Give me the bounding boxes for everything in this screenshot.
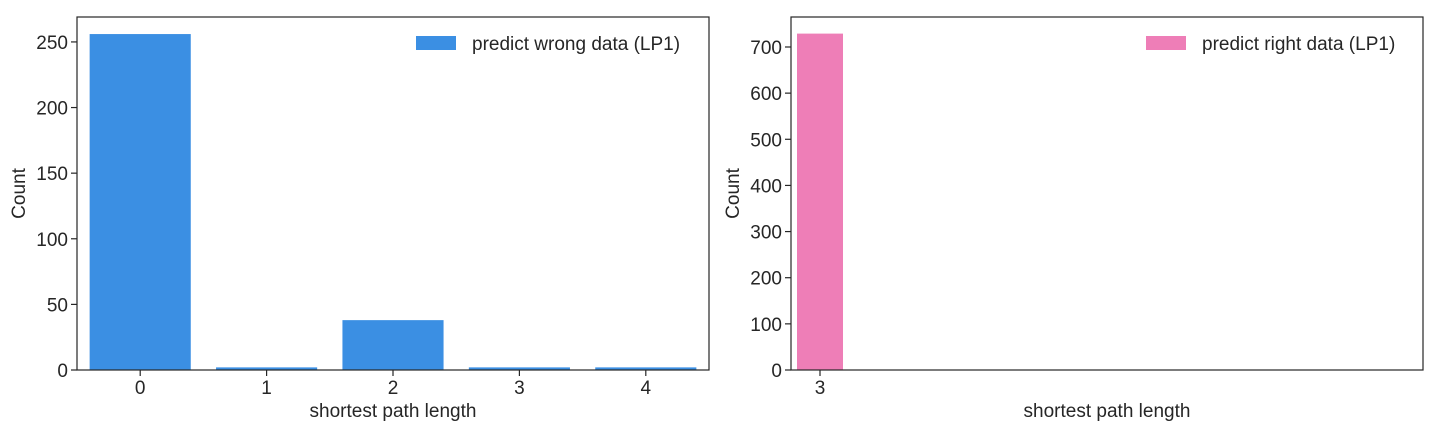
plot-frame [790, 16, 1424, 371]
bar-3 [797, 33, 843, 371]
legend-swatch [416, 36, 456, 50]
y-tick-label: 300 [750, 223, 782, 244]
y-tick-label: 600 [750, 84, 782, 105]
y-tick-label: 200 [36, 99, 68, 120]
y-tick-label: 0 [57, 361, 68, 382]
y-tick-label: 150 [36, 164, 68, 185]
y-tick-label: 100 [36, 230, 68, 251]
y-axis-label: Count [9, 167, 30, 218]
x-tick-label: 3 [514, 378, 525, 399]
x-tick-label: 0 [135, 378, 146, 399]
y-tick-label: 700 [750, 38, 782, 59]
bar-4 [595, 367, 697, 370]
y-axis-label: Count [723, 167, 744, 218]
chart-left: 0 50 100 150 200 250 0 1 2 3 4 shortest path length… [9, 16, 710, 422]
legend-swatch [1146, 36, 1186, 50]
bar-3 [468, 367, 570, 370]
y-tick-label: 0 [771, 361, 782, 382]
y-tick-label: 50 [47, 295, 68, 316]
x-tick-label: 3 [815, 378, 826, 399]
bar-1 [216, 367, 318, 370]
x-tick-label: 2 [388, 378, 399, 399]
y-tick-label: 250 [36, 33, 68, 54]
x-tick-label: 4 [641, 378, 652, 399]
chart-right: 0 100 200 300 400 500 600 700 3 shortest path len… [723, 16, 1424, 422]
x-tick-label: 1 [261, 378, 272, 399]
bar-0 [89, 34, 191, 370]
x-axis-label: shortest path length [310, 401, 477, 422]
y-tick-label: 500 [750, 130, 782, 151]
bar-2 [342, 320, 444, 370]
x-axis-label: shortest path length [1024, 401, 1191, 422]
y-tick-label: 100 [750, 315, 782, 336]
y-tick-label: 200 [750, 269, 782, 290]
legend-label: predict wrong data (LP1) [472, 34, 680, 55]
y-tick-label: 400 [750, 176, 782, 197]
legend-label: predict right data (LP1) [1202, 34, 1395, 55]
